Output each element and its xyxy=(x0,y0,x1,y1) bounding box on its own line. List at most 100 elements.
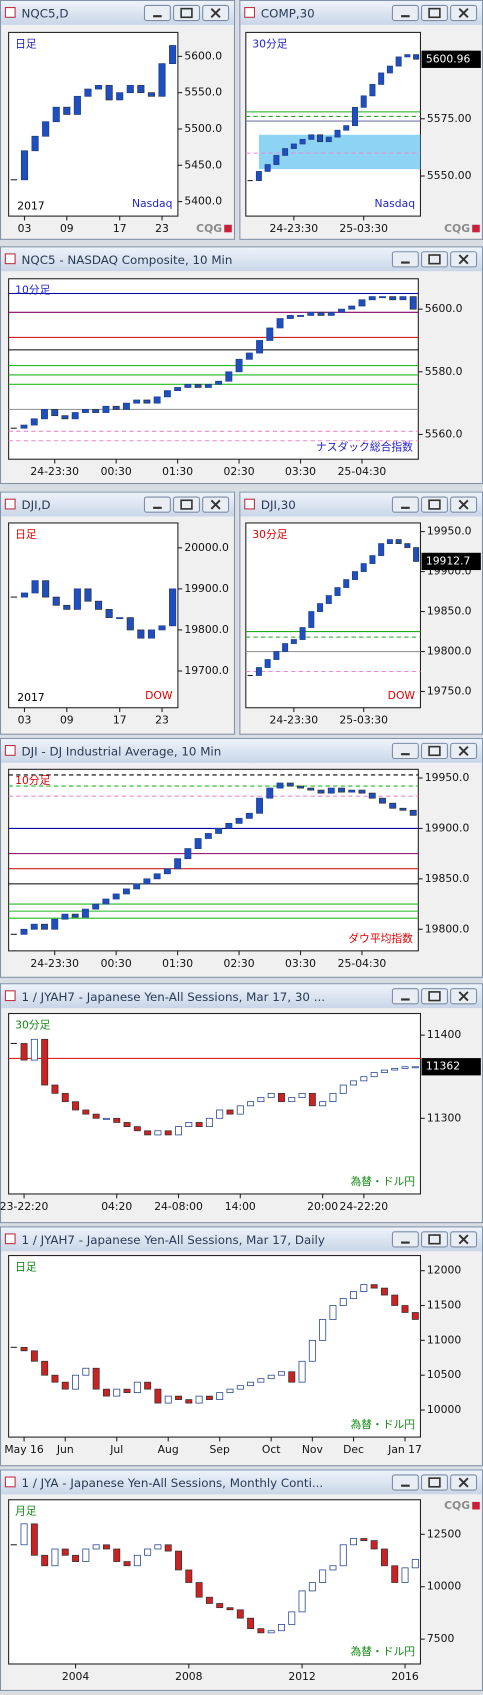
candle xyxy=(358,299,366,307)
candle xyxy=(113,1548,121,1562)
maximize-button[interactable] xyxy=(421,496,448,513)
annotation: 為替・ドル円 xyxy=(350,1418,415,1431)
candle xyxy=(256,797,264,814)
candle xyxy=(82,1367,90,1376)
y-tick-label: 10500 xyxy=(427,1368,461,1381)
maximize-button[interactable] xyxy=(421,1474,448,1491)
minimize-button[interactable] xyxy=(391,1231,419,1248)
minimize-button[interactable] xyxy=(391,988,419,1005)
candle xyxy=(71,412,79,420)
candle xyxy=(154,1130,162,1136)
candle xyxy=(81,908,89,918)
candle xyxy=(153,873,161,880)
candle xyxy=(401,1305,409,1313)
y-tick-label: 19950.0 xyxy=(425,771,470,784)
candle xyxy=(413,547,420,562)
candle xyxy=(308,1339,316,1362)
candle xyxy=(247,1381,255,1387)
button-glyph xyxy=(180,499,193,510)
candle xyxy=(307,311,315,316)
maximize-button[interactable] xyxy=(421,1231,448,1248)
y-tick-label: 5450.0 xyxy=(184,158,222,171)
maximize-button[interactable] xyxy=(173,4,200,22)
minimize-button[interactable] xyxy=(391,742,419,760)
window-icon xyxy=(4,1476,16,1488)
candle xyxy=(386,65,393,74)
candle xyxy=(185,1122,193,1127)
maximize-button[interactable] xyxy=(421,742,448,760)
y-tick-label: 19900.0 xyxy=(425,821,470,834)
candle xyxy=(329,1305,337,1320)
candle xyxy=(215,828,223,834)
candle xyxy=(278,1371,285,1376)
x-tick-label: 25-04:30 xyxy=(338,957,387,970)
x-tick-label: 2012 xyxy=(288,1670,315,1683)
plot-area xyxy=(8,31,179,217)
candle xyxy=(144,1130,152,1136)
candle xyxy=(20,592,29,598)
candle xyxy=(273,155,280,165)
y-tick-label: 12000 xyxy=(427,1264,461,1277)
candle xyxy=(391,1068,399,1071)
candle xyxy=(264,164,271,172)
y-tick-label: 5600.0 xyxy=(425,302,463,315)
minimize-button[interactable] xyxy=(391,1474,419,1491)
maximize-button[interactable] xyxy=(421,4,448,22)
annotation: 日足 xyxy=(15,528,37,541)
candle xyxy=(369,555,376,564)
minimize-button[interactable] xyxy=(391,496,419,513)
candle xyxy=(41,1038,49,1086)
candle xyxy=(144,1548,152,1556)
candle xyxy=(368,792,376,799)
candle xyxy=(92,1113,100,1119)
candle xyxy=(42,580,50,598)
maximize-button[interactable] xyxy=(421,988,448,1005)
x-tick-label: Dec xyxy=(343,1443,364,1456)
y-tick-label: 5550.00 xyxy=(427,169,472,182)
candle xyxy=(267,1374,275,1380)
x-tick-label: 2016 xyxy=(391,1670,419,1683)
candle xyxy=(94,85,103,90)
candle xyxy=(215,380,223,385)
maximize-button[interactable] xyxy=(421,251,448,268)
candle xyxy=(158,625,166,631)
x-tick-label: 01:30 xyxy=(162,957,193,970)
candle xyxy=(360,95,367,108)
candle xyxy=(163,390,171,398)
candle xyxy=(72,1554,80,1562)
x-tick-label: Sep xyxy=(210,1443,230,1456)
candle xyxy=(147,92,155,97)
minimize-button[interactable] xyxy=(391,4,419,22)
candle xyxy=(205,1117,213,1127)
minimize-button[interactable] xyxy=(143,496,171,513)
candle xyxy=(73,588,81,610)
title-bar xyxy=(1,739,482,763)
y-tick-label: 5600.0 xyxy=(184,49,222,62)
candle xyxy=(164,1130,172,1136)
candle xyxy=(153,396,161,404)
button-glyph xyxy=(428,1477,441,1488)
minimize-button[interactable] xyxy=(143,4,171,22)
annotation: 2017 xyxy=(17,199,44,212)
y-tick-label: 12500 xyxy=(427,1527,461,1540)
maximize-button[interactable] xyxy=(173,496,200,513)
candle xyxy=(113,1388,121,1397)
candle xyxy=(51,1374,59,1383)
candle xyxy=(113,1117,121,1123)
candle xyxy=(116,92,124,101)
x-tick-label: Aug xyxy=(158,1443,179,1456)
candle xyxy=(399,296,407,301)
minimize-button[interactable] xyxy=(391,251,419,268)
candle xyxy=(286,782,294,787)
button-glyph xyxy=(458,745,469,756)
candle xyxy=(308,1092,316,1107)
y-tick-label: 19750.0 xyxy=(427,684,472,697)
x-tick-label: 20:00 xyxy=(307,1200,338,1213)
window-icon xyxy=(4,7,16,18)
y-tick-label: 19700.0 xyxy=(184,664,229,677)
candle xyxy=(61,415,69,420)
candle xyxy=(164,1544,172,1552)
candle xyxy=(255,171,262,181)
candle xyxy=(92,409,100,413)
x-tick-label: 17 xyxy=(113,222,127,235)
